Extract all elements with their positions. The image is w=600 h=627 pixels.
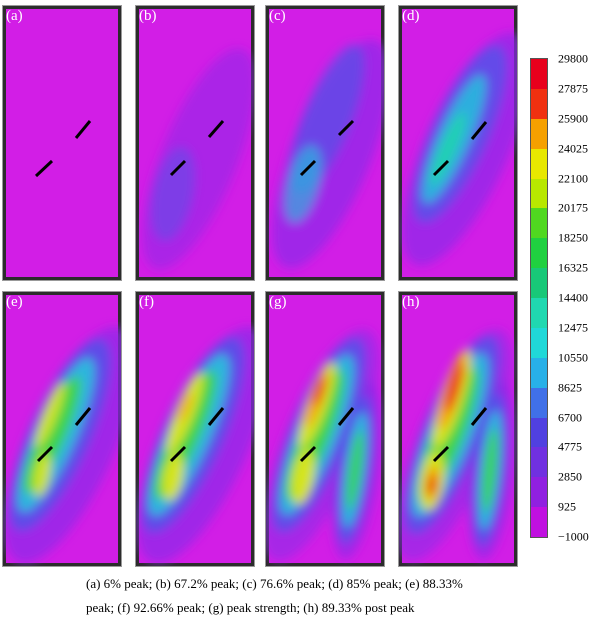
strain-field-panel: (f) (135, 291, 255, 567)
panel-label: (b) (139, 8, 157, 24)
strain-field-image (269, 9, 384, 277)
color-scale-segment (531, 477, 547, 508)
strain-field-image (401, 9, 517, 277)
color-scale-tick-label: 8625 (558, 380, 582, 395)
panel-label: (h) (402, 294, 420, 310)
strain-field-image (399, 295, 516, 563)
strain-field-panel: (d) (398, 5, 518, 281)
strain-contour (177, 392, 193, 422)
strain-contour (482, 428, 498, 512)
color-scale-segment (531, 88, 547, 120)
pre-existing-flaw (299, 159, 317, 177)
color-scale-segment (531, 298, 547, 329)
pre-existing-flaw (337, 407, 355, 426)
pre-existing-flaw (432, 445, 450, 463)
color-scale-tick-label: 24025 (558, 141, 588, 156)
color-scale-tick-label: 925 (558, 499, 576, 514)
specimen-surface (6, 9, 118, 277)
pre-existing-flaw (207, 120, 225, 138)
panel-label: (f) (139, 294, 154, 310)
color-scale-tick-label: 6700 (558, 410, 582, 424)
color-scale-tick-label: 22100 (558, 171, 588, 185)
strain-field-panel: (e) (2, 291, 122, 567)
color-scale-segment (531, 327, 547, 359)
color-scale-tick-label: 10550 (558, 350, 588, 365)
strain-field-panel: (g) (265, 291, 385, 567)
color-scale-segment (531, 118, 547, 150)
figure-caption: (a) 6% peak; (b) 67.2% peak; (c) 76.6% p… (86, 572, 594, 620)
strain-contour (151, 146, 195, 242)
strain-contour (445, 361, 463, 413)
strain-field-image (6, 9, 118, 277)
strain-field-image (266, 295, 383, 563)
pre-existing-flaw (299, 445, 317, 463)
color-scale-segment (531, 357, 547, 389)
strain-field-panel: (h) (398, 291, 518, 567)
color-scale-tick-label: −1000 (558, 529, 589, 544)
color-scale-segment (531, 238, 547, 269)
panel-label: (c) (269, 8, 286, 24)
color-scale-tick-label: 20175 (558, 200, 588, 215)
color-scale-segment (531, 208, 547, 239)
pre-existing-flaw (207, 407, 225, 426)
strain-contour (291, 449, 315, 505)
color-scale-segment (531, 148, 547, 179)
panel-label: (d) (402, 8, 420, 24)
color-scale-tick-label: 16325 (558, 260, 588, 275)
pre-existing-flaw (36, 445, 54, 463)
strain-contour (33, 453, 51, 497)
panel-label: (a) (6, 8, 23, 24)
color-scale-tick-label: 12475 (558, 320, 588, 335)
color-scale-tick-label: 18250 (558, 230, 588, 245)
strain-field-image (139, 9, 254, 277)
color-scale-segment (531, 417, 547, 448)
pre-existing-flaw (74, 407, 92, 426)
panel-label: (e) (6, 294, 23, 310)
color-scale-tick-label: 29800 (558, 51, 588, 66)
color-scale-tick-label: 25900 (558, 111, 588, 126)
pre-existing-flaw (470, 121, 488, 140)
strain-contour (427, 475, 437, 495)
pre-existing-flaw (432, 159, 450, 177)
color-scale-segment (531, 447, 547, 478)
strain-contour (346, 430, 364, 510)
color-scale-segment (531, 268, 547, 299)
pre-existing-flaw (34, 159, 54, 178)
pre-existing-flaw (169, 445, 187, 463)
color-scale-segment (531, 59, 547, 90)
color-scale-segment (531, 178, 547, 209)
panel-label: (g) (269, 294, 287, 310)
pre-existing-flaw (74, 120, 92, 139)
strain-contour (312, 375, 326, 407)
pre-existing-flaw (337, 119, 355, 137)
color-scale-tick-label: 4775 (558, 439, 582, 454)
caption-line-2: peak; (f) 92.66% peak; (g) peak strength… (86, 600, 415, 615)
strain-contour (35, 381, 65, 449)
strain-field-image (137, 295, 254, 564)
strain-field-panel: (b) (135, 5, 255, 281)
color-scale-tick-label: 2850 (558, 469, 582, 484)
strain-field-image (4, 295, 121, 564)
color-scale-tick-label: 27875 (558, 81, 588, 96)
color-scale-segment (531, 387, 547, 418)
strain-field-panel: (a) (2, 5, 122, 281)
pre-existing-flaw (470, 407, 488, 426)
strain-contour (162, 453, 184, 501)
pre-existing-flaw (169, 159, 187, 177)
caption-line-1: (a) 6% peak; (b) 67.2% peak; (c) 76.6% p… (86, 576, 463, 591)
color-scale-tick-label: 14400 (558, 290, 588, 305)
color-scale-segment (531, 507, 547, 537)
color-scale-bar (530, 58, 548, 538)
strain-contour (430, 112, 466, 186)
strain-field-panel: (c) (265, 5, 385, 281)
